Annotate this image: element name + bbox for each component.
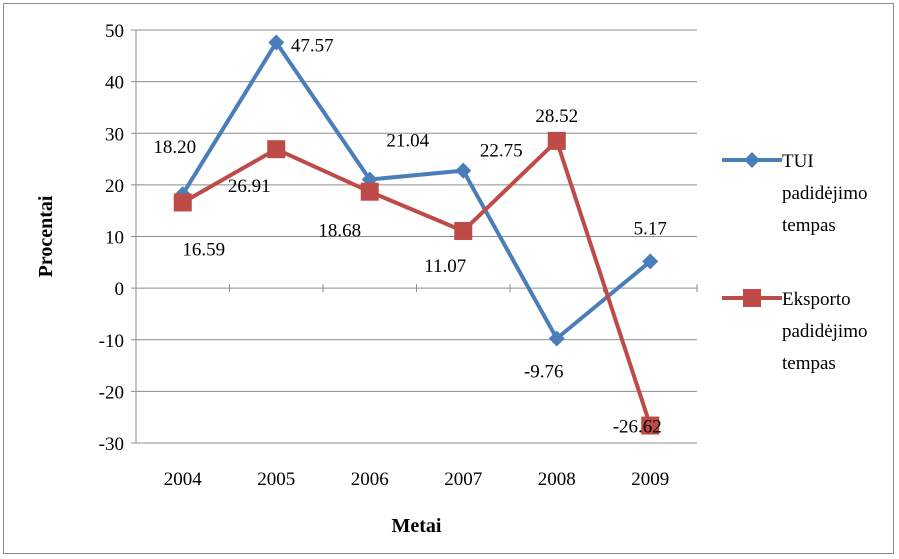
square-marker	[454, 221, 473, 240]
y-tick-label: 40	[105, 73, 124, 94]
y-tick-labels: 50 40 30 20 10 0 -10 -20 -30	[99, 21, 124, 455]
x-axis-title: Metai	[392, 515, 442, 537]
x-tick-label: 2007	[444, 469, 482, 490]
square-marker	[547, 131, 566, 150]
y-tick-label: -30	[99, 434, 124, 455]
legend-label: padidėjimo	[782, 321, 867, 342]
series-line-1	[181, 40, 652, 341]
data-label: 18.20	[153, 137, 196, 158]
square-marker	[173, 193, 192, 212]
series-markers	[173, 34, 660, 435]
data-label: 47.57	[291, 36, 334, 57]
y-tick-label: 20	[105, 176, 124, 197]
y-tick-label: 0	[115, 279, 125, 300]
legend-label: TUI	[782, 151, 814, 172]
data-labels: 18.20 47.57 21.04 22.75 -9.76 5.17 16.59 26.91 1…	[153, 36, 667, 438]
data-label: 18.68	[318, 221, 361, 242]
x-tick-label: 2009	[631, 469, 669, 490]
data-label: 16.59	[182, 239, 225, 260]
legend-label: tempas	[782, 353, 836, 374]
diamond-marker	[455, 162, 472, 179]
diamond-marker	[642, 253, 659, 270]
data-label: 26.91	[228, 176, 271, 197]
square-marker	[360, 182, 379, 201]
diamond-marker	[268, 34, 285, 51]
x-tick-label: 2006	[351, 469, 389, 490]
legend-square-marker	[743, 289, 761, 307]
y-tick-label: 10	[105, 228, 124, 249]
x-tick-label: 2004	[164, 469, 203, 490]
chart-frame	[3, 3, 894, 554]
data-label: 5.17	[634, 218, 667, 239]
data-label: -9.76	[524, 362, 564, 383]
square-marker	[267, 140, 286, 159]
data-label: 28.52	[535, 106, 578, 127]
x-tick-label: 2005	[257, 469, 295, 490]
y-tick-label: 50	[105, 21, 124, 42]
x-tick-label: 2008	[538, 469, 576, 490]
data-label: 22.75	[480, 141, 523, 162]
y-tick-label: 30	[105, 124, 124, 145]
legend-label: tempas	[782, 215, 836, 236]
diamond-marker	[548, 330, 565, 347]
data-label: -26.62	[613, 417, 662, 438]
series-line-2	[181, 138, 653, 427]
x-tick-labels: 2004 2005 2006 2007 2008 2009	[164, 469, 670, 490]
legend-diamond-marker	[744, 152, 760, 168]
legend-label: padidėjimo	[782, 183, 867, 204]
y-tick-label: -10	[99, 331, 124, 352]
y-tick-label: -20	[99, 382, 124, 403]
data-label: 11.07	[424, 256, 466, 277]
legend-label: Eksporto	[782, 289, 851, 310]
series-lines	[181, 40, 653, 427]
data-label: 21.04	[386, 131, 429, 152]
square-marker	[641, 416, 660, 435]
legend: TUI padidėjimo tempas Eksporto padidėjimo tem…	[722, 151, 867, 374]
y-axis-title: Procentai	[35, 195, 57, 277]
